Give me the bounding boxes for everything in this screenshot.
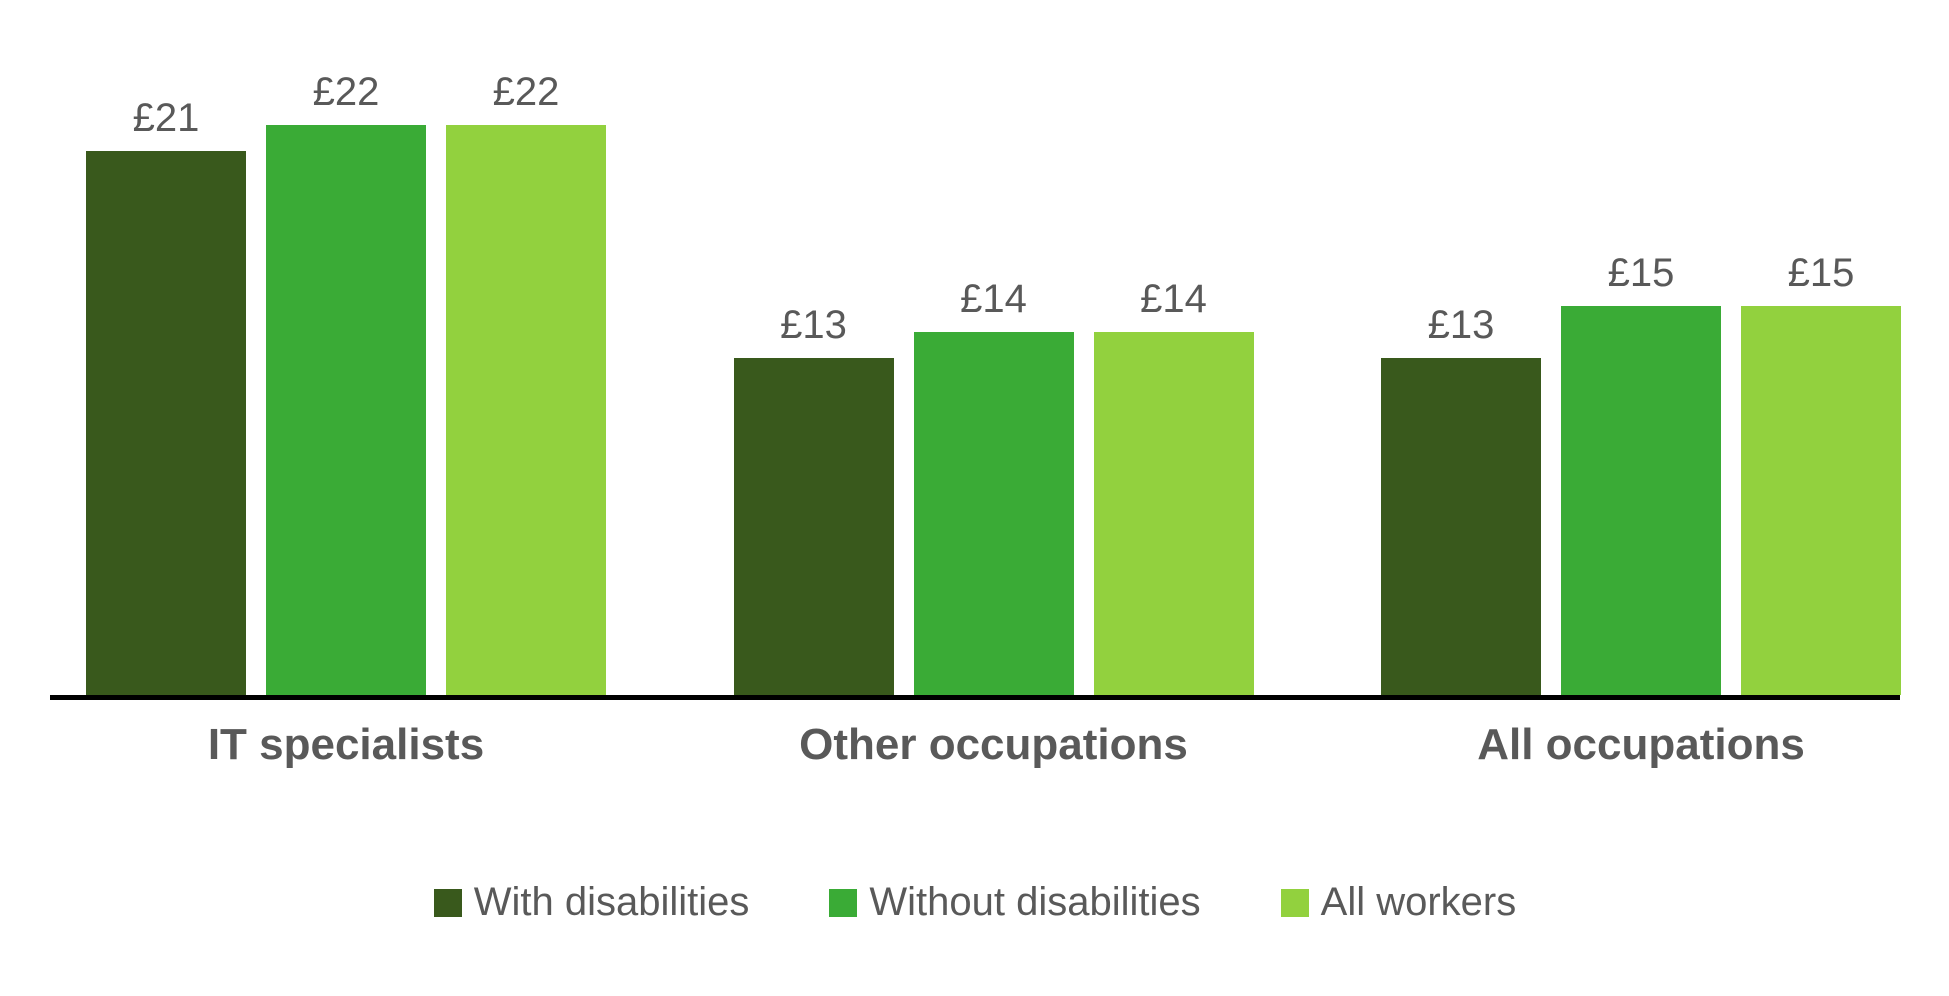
bar: [1561, 306, 1721, 695]
bar: [266, 125, 426, 695]
bar: [86, 151, 246, 695]
bar-group: £13£15£15: [1381, 306, 1901, 695]
bar-value-label: £22: [493, 70, 560, 115]
bar-value-label: £13: [780, 303, 847, 348]
category-label: Other occupations: [799, 720, 1188, 770]
bar-value-label: £15: [1788, 251, 1855, 296]
legend-label: Without disabilities: [869, 880, 1200, 925]
bar-wrap: £22: [266, 125, 426, 695]
bar: [446, 125, 606, 695]
bar-wrap: £13: [734, 358, 894, 695]
bar: [1094, 332, 1254, 695]
legend-item: All workers: [1281, 880, 1517, 925]
legend-swatch: [1281, 889, 1309, 917]
bar-value-label: £22: [313, 70, 380, 115]
bar: [1741, 306, 1901, 695]
legend-swatch: [434, 889, 462, 917]
bar-wrap: £22: [446, 125, 606, 695]
category-label: IT specialists: [208, 720, 484, 770]
x-axis-labels: IT specialists Other occupations All occup…: [50, 700, 1900, 780]
legend-item: With disabilities: [434, 880, 750, 925]
chart-legend: With disabilities Without disabilities All…: [50, 880, 1900, 925]
bar-group: £13£14£14: [734, 332, 1254, 695]
bar-wrap: £14: [914, 332, 1074, 695]
bar-wrap: £13: [1381, 358, 1541, 695]
legend-label: With disabilities: [474, 880, 750, 925]
chart-container: £21£22£22£13£14£14£13£15£15 IT specialis…: [50, 80, 1900, 925]
legend-swatch: [829, 889, 857, 917]
plot-area: £21£22£22£13£14£14£13£15£15: [50, 80, 1900, 700]
bar-value-label: £14: [1140, 277, 1207, 322]
bar: [734, 358, 894, 695]
bar: [914, 332, 1074, 695]
bar-wrap: £15: [1741, 306, 1901, 695]
bar-value-label: £21: [133, 96, 200, 141]
bar-wrap: £21: [86, 151, 246, 695]
bar: [1381, 358, 1541, 695]
category-label: All occupations: [1477, 720, 1805, 770]
bar-wrap: £14: [1094, 332, 1254, 695]
bar-value-label: £14: [960, 277, 1027, 322]
legend-item: Without disabilities: [829, 880, 1200, 925]
bar-group: £21£22£22: [86, 125, 606, 695]
bar-wrap: £15: [1561, 306, 1721, 695]
bar-value-label: £15: [1608, 251, 1675, 296]
legend-label: All workers: [1321, 880, 1517, 925]
bar-value-label: £13: [1428, 303, 1495, 348]
